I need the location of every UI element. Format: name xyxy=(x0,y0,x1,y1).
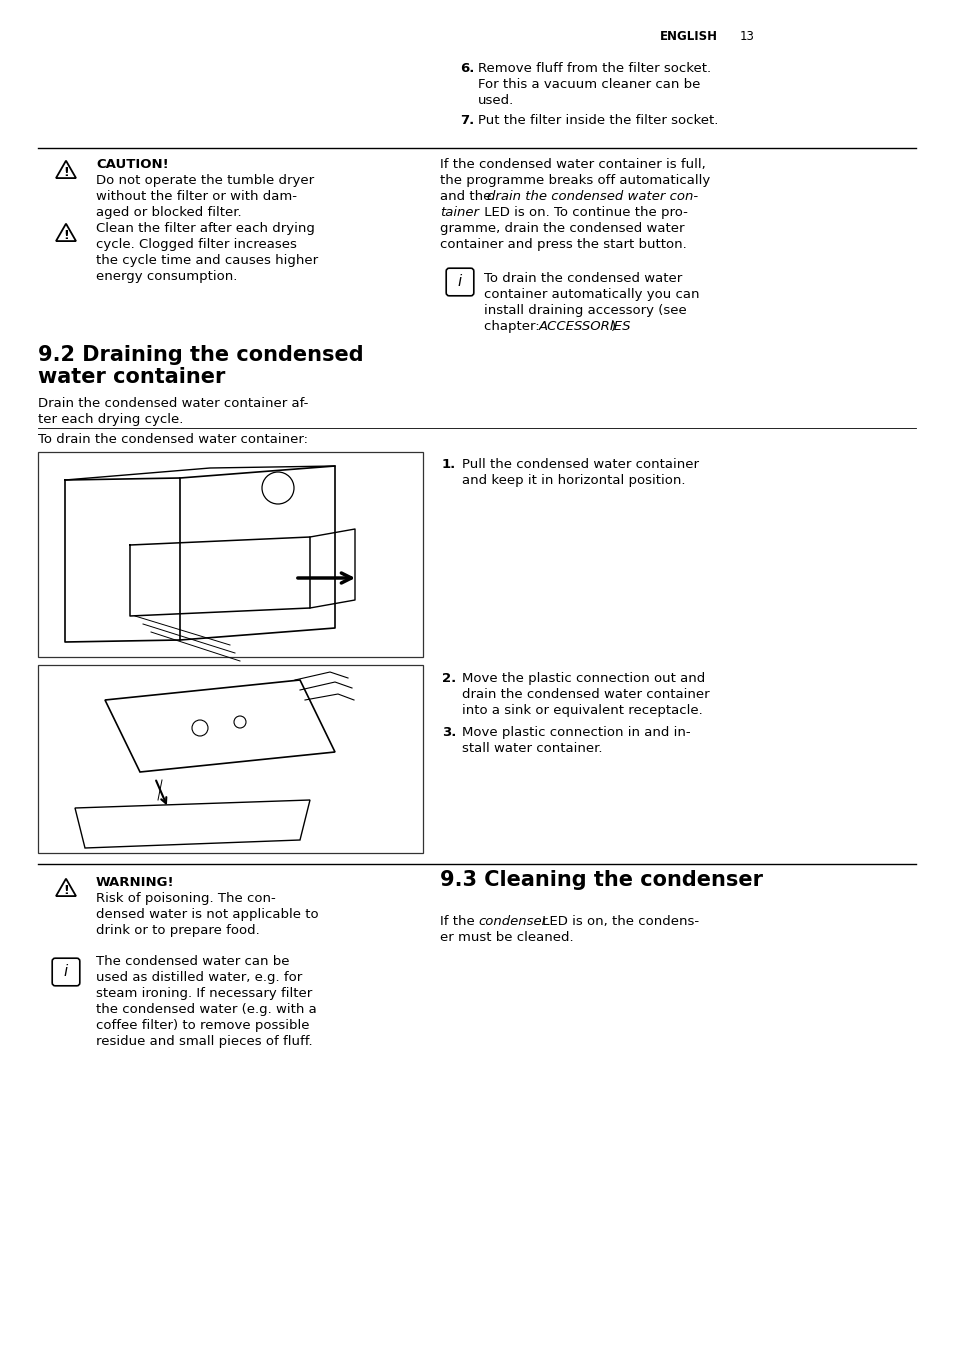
Text: !: ! xyxy=(63,884,69,898)
Text: without the filter or with dam-: without the filter or with dam- xyxy=(96,191,296,203)
Text: 9.3 Cleaning the condenser: 9.3 Cleaning the condenser xyxy=(439,869,762,890)
Text: !: ! xyxy=(63,166,69,180)
Text: drain the condensed water container: drain the condensed water container xyxy=(461,688,709,700)
Text: ACCESSORIES: ACCESSORIES xyxy=(538,320,631,333)
Text: i: i xyxy=(457,274,461,289)
Text: !: ! xyxy=(63,230,69,242)
Text: coffee filter) to remove possible: coffee filter) to remove possible xyxy=(96,1019,309,1032)
Text: energy consumption.: energy consumption. xyxy=(96,270,237,283)
Bar xyxy=(38,665,422,853)
Text: Move plastic connection in and in-: Move plastic connection in and in- xyxy=(461,726,690,740)
Text: LED is on, the condens-: LED is on, the condens- xyxy=(537,915,699,927)
Text: If the: If the xyxy=(439,915,478,927)
Text: er must be cleaned.: er must be cleaned. xyxy=(439,932,573,944)
Text: Risk of poisoning. The con-: Risk of poisoning. The con- xyxy=(96,892,275,904)
Text: install draining accessory (see: install draining accessory (see xyxy=(483,304,686,316)
Text: Pull the condensed water container: Pull the condensed water container xyxy=(461,458,699,470)
Text: 1.: 1. xyxy=(441,458,456,470)
Text: 2.: 2. xyxy=(441,672,456,685)
Text: 3.: 3. xyxy=(441,726,456,740)
Text: Drain the condensed water container af-: Drain the condensed water container af- xyxy=(38,397,308,410)
Text: container and press the start button.: container and press the start button. xyxy=(439,238,686,251)
Text: densed water is not applicable to: densed water is not applicable to xyxy=(96,909,318,921)
Text: and the: and the xyxy=(439,191,496,203)
Text: LED is on. To continue the pro-: LED is on. To continue the pro- xyxy=(479,206,687,219)
Text: gramme, drain the condensed water: gramme, drain the condensed water xyxy=(439,222,684,235)
Text: To drain the condensed water container:: To drain the condensed water container: xyxy=(38,433,308,446)
Text: ter each drying cycle.: ter each drying cycle. xyxy=(38,412,183,426)
Text: i: i xyxy=(64,964,68,979)
Text: the condensed water (e.g. with a: the condensed water (e.g. with a xyxy=(96,1003,316,1015)
Text: residue and small pieces of fluff.: residue and small pieces of fluff. xyxy=(96,1036,313,1048)
Text: aged or blocked filter.: aged or blocked filter. xyxy=(96,206,241,219)
Text: 7.: 7. xyxy=(459,114,474,127)
Text: stall water container.: stall water container. xyxy=(461,742,602,754)
Text: into a sink or equivalent receptacle.: into a sink or equivalent receptacle. xyxy=(461,704,702,717)
Text: ): ) xyxy=(610,320,616,333)
Text: and keep it in horizontal position.: and keep it in horizontal position. xyxy=(461,475,685,487)
Text: ENGLISH: ENGLISH xyxy=(659,30,718,43)
Text: cycle. Clogged filter increases: cycle. Clogged filter increases xyxy=(96,238,296,251)
Text: chapter:: chapter: xyxy=(483,320,543,333)
Text: WARNING!: WARNING! xyxy=(96,876,174,890)
Text: steam ironing. If necessary filter: steam ironing. If necessary filter xyxy=(96,987,312,1000)
Text: For this a vacuum cleaner can be: For this a vacuum cleaner can be xyxy=(477,78,700,91)
Text: used as distilled water, e.g. for: used as distilled water, e.g. for xyxy=(96,971,302,984)
Text: The condensed water can be: The condensed water can be xyxy=(96,955,289,968)
Text: 9.2 Draining the condensed: 9.2 Draining the condensed xyxy=(38,345,363,365)
Text: used.: used. xyxy=(477,95,514,107)
Text: tainer: tainer xyxy=(439,206,478,219)
Text: To drain the condensed water: To drain the condensed water xyxy=(483,272,681,285)
Text: Move the plastic connection out and: Move the plastic connection out and xyxy=(461,672,704,685)
Text: container automatically you can: container automatically you can xyxy=(483,288,699,301)
Text: CAUTION!: CAUTION! xyxy=(96,158,169,170)
Text: drink or to prepare food.: drink or to prepare food. xyxy=(96,923,259,937)
Text: 13: 13 xyxy=(740,30,754,43)
Text: condenser: condenser xyxy=(477,915,547,927)
Text: drain the condensed water con-: drain the condensed water con- xyxy=(486,191,698,203)
Text: the programme breaks off automatically: the programme breaks off automatically xyxy=(439,174,709,187)
Text: If the condensed water container is full,: If the condensed water container is full… xyxy=(439,158,705,170)
Text: the cycle time and causes higher: the cycle time and causes higher xyxy=(96,254,317,266)
Text: Remove fluff from the filter socket.: Remove fluff from the filter socket. xyxy=(477,62,710,74)
Bar xyxy=(38,452,422,657)
Text: Clean the filter after each drying: Clean the filter after each drying xyxy=(96,222,314,235)
Text: water container: water container xyxy=(38,366,225,387)
Text: Put the filter inside the filter socket.: Put the filter inside the filter socket. xyxy=(477,114,718,127)
Text: 6.: 6. xyxy=(459,62,474,74)
Text: Do not operate the tumble dryer: Do not operate the tumble dryer xyxy=(96,174,314,187)
